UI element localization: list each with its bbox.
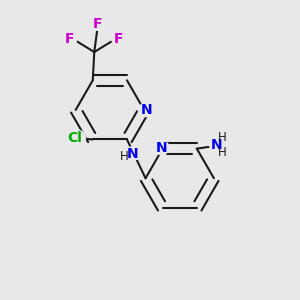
Ellipse shape — [209, 139, 224, 151]
Ellipse shape — [112, 33, 126, 45]
Text: H: H — [218, 146, 227, 159]
Text: N: N — [155, 141, 167, 155]
Text: F: F — [114, 32, 124, 46]
Text: F: F — [93, 17, 103, 32]
Ellipse shape — [138, 103, 154, 117]
Text: F: F — [65, 32, 74, 46]
Ellipse shape — [62, 33, 77, 45]
Text: H: H — [218, 131, 226, 144]
Ellipse shape — [124, 147, 141, 160]
Text: N: N — [211, 138, 223, 152]
Text: Cl: Cl — [68, 131, 82, 145]
Text: H: H — [120, 150, 129, 163]
Text: N: N — [127, 146, 139, 161]
Ellipse shape — [91, 19, 105, 30]
Text: N: N — [141, 103, 152, 117]
Ellipse shape — [153, 141, 169, 154]
Ellipse shape — [64, 129, 86, 147]
